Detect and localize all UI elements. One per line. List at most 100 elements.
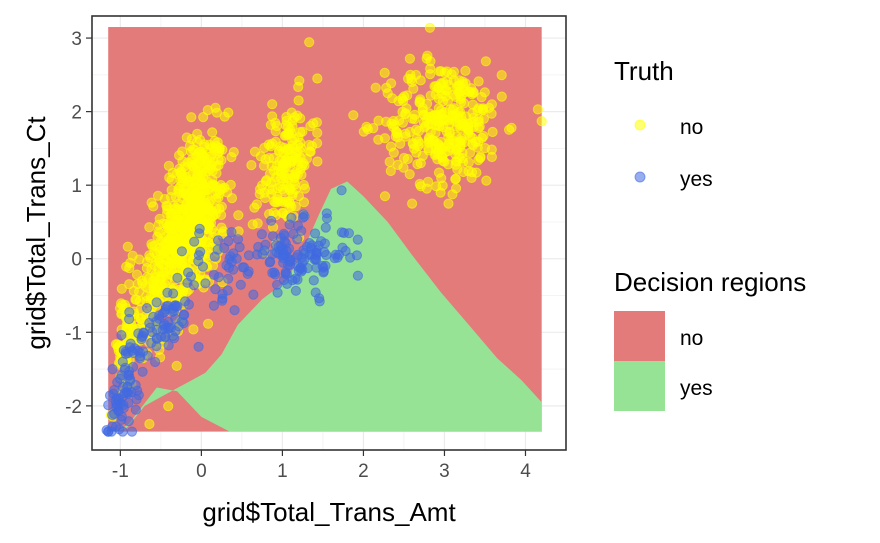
point-yes	[107, 364, 118, 375]
point-no	[370, 82, 381, 93]
y-tick-label: -2	[65, 397, 82, 418]
point-no	[270, 117, 281, 128]
point-yes	[234, 242, 245, 253]
point-no	[171, 360, 182, 371]
point-no	[312, 156, 323, 167]
point-no	[267, 99, 278, 110]
point-yes	[156, 331, 167, 342]
point-no	[152, 190, 164, 201]
point-yes	[157, 308, 168, 319]
point-no	[407, 198, 418, 209]
point-no	[170, 192, 182, 203]
point-no	[406, 76, 417, 88]
point-no	[186, 112, 197, 123]
point-yes	[162, 300, 173, 311]
point-no	[290, 201, 301, 212]
point-no	[415, 181, 426, 192]
point-yes	[260, 239, 271, 250]
point-no	[466, 167, 478, 178]
point-yes	[267, 267, 278, 278]
point-no	[404, 126, 415, 138]
point-no	[468, 87, 479, 99]
point-no	[269, 196, 280, 207]
point-no	[115, 303, 126, 314]
point-no	[424, 22, 435, 33]
point-no	[290, 169, 301, 180]
point-no	[203, 318, 214, 329]
point-yes	[226, 227, 237, 238]
point-yes	[164, 322, 175, 333]
point-yes	[115, 373, 126, 384]
point-no	[387, 121, 399, 132]
point-no	[404, 169, 415, 180]
point-no	[430, 89, 441, 100]
point-yes	[142, 350, 153, 361]
point-yes	[292, 234, 303, 245]
point-no	[200, 181, 211, 192]
point-yes	[208, 269, 220, 280]
point-yes	[321, 213, 333, 224]
point-no	[279, 142, 290, 153]
point-no	[455, 142, 466, 153]
point-no	[382, 88, 393, 99]
point-no	[233, 210, 244, 221]
point-yes	[193, 256, 204, 267]
point-no	[298, 179, 309, 191]
point-no	[450, 174, 461, 185]
point-no	[156, 259, 167, 270]
point-no	[438, 122, 449, 133]
point-no	[304, 37, 315, 48]
point-no	[473, 116, 484, 127]
point-yes	[107, 421, 118, 432]
point-no	[425, 69, 436, 80]
point-no	[168, 245, 179, 256]
point-yes	[111, 399, 122, 410]
point-yes	[128, 361, 139, 373]
point-no	[281, 115, 292, 127]
point-yes	[282, 260, 294, 271]
point-no	[480, 56, 491, 67]
point-no	[152, 287, 163, 298]
region-label-no: no	[680, 327, 703, 350]
point-no	[397, 117, 408, 128]
point-yes	[257, 249, 268, 260]
point-no	[424, 132, 435, 143]
point-no	[432, 138, 443, 149]
point-no	[398, 152, 410, 164]
point-yes	[292, 220, 303, 231]
point-no	[166, 209, 177, 221]
point-no	[216, 201, 227, 212]
point-yes	[107, 409, 118, 421]
point-no	[443, 198, 454, 209]
point-no	[430, 148, 441, 159]
point-no	[496, 70, 507, 81]
point-yes	[209, 251, 220, 262]
point-no	[448, 66, 459, 78]
region-key-yes	[614, 361, 665, 411]
y-tick-label: 3	[71, 29, 82, 50]
point-yes	[141, 303, 153, 314]
point-yes	[124, 342, 135, 353]
point-yes	[228, 248, 239, 259]
point-no	[246, 160, 257, 171]
point-no	[137, 278, 148, 289]
point-no	[450, 91, 461, 103]
point-yes	[213, 235, 224, 246]
point-yes	[133, 328, 144, 339]
point-no	[191, 160, 202, 171]
legend-label-yes: yes	[680, 168, 713, 191]
point-no	[211, 107, 222, 118]
point-no	[460, 78, 471, 89]
point-no	[124, 263, 135, 274]
point-yes	[121, 387, 132, 398]
point-no	[154, 213, 165, 224]
regions-legend-title: Decision regions	[614, 267, 806, 297]
point-no	[178, 230, 189, 241]
point-no	[289, 179, 300, 190]
y-tick-label: 0	[71, 250, 82, 271]
point-yes	[189, 236, 200, 247]
y-axis-ticks: -2 -1 0 1 2 3	[65, 29, 92, 418]
point-no	[134, 254, 145, 265]
point-no	[289, 133, 300, 144]
region-key-no	[614, 311, 665, 361]
